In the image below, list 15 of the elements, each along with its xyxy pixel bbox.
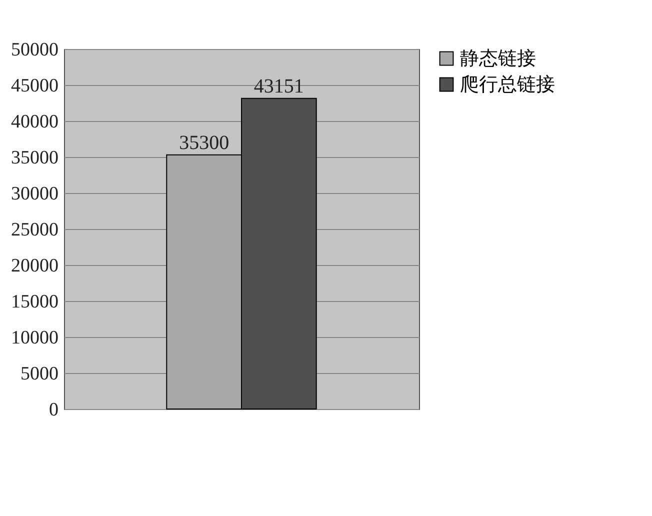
y-tick-label: 0 xyxy=(49,400,58,420)
y-tick-label: 45000 xyxy=(11,76,58,96)
legend-label: 爬行总链接 xyxy=(460,74,555,96)
data-label: 43151 xyxy=(254,75,304,98)
y-tick-label: 35000 xyxy=(11,148,58,168)
legend-label: 静态链接 xyxy=(460,48,536,70)
y-tick-label: 10000 xyxy=(11,328,58,348)
y-tick-label: 25000 xyxy=(11,220,58,240)
y-tick-label: 5000 xyxy=(20,364,58,384)
y-tick-label: 15000 xyxy=(11,292,58,312)
y-tick-label: 20000 xyxy=(11,256,58,276)
y-tick-label: 50000 xyxy=(11,40,58,60)
y-tick-label: 40000 xyxy=(11,112,58,132)
y-tick-label: 30000 xyxy=(11,184,58,204)
data-label: 35300 xyxy=(179,132,230,154)
